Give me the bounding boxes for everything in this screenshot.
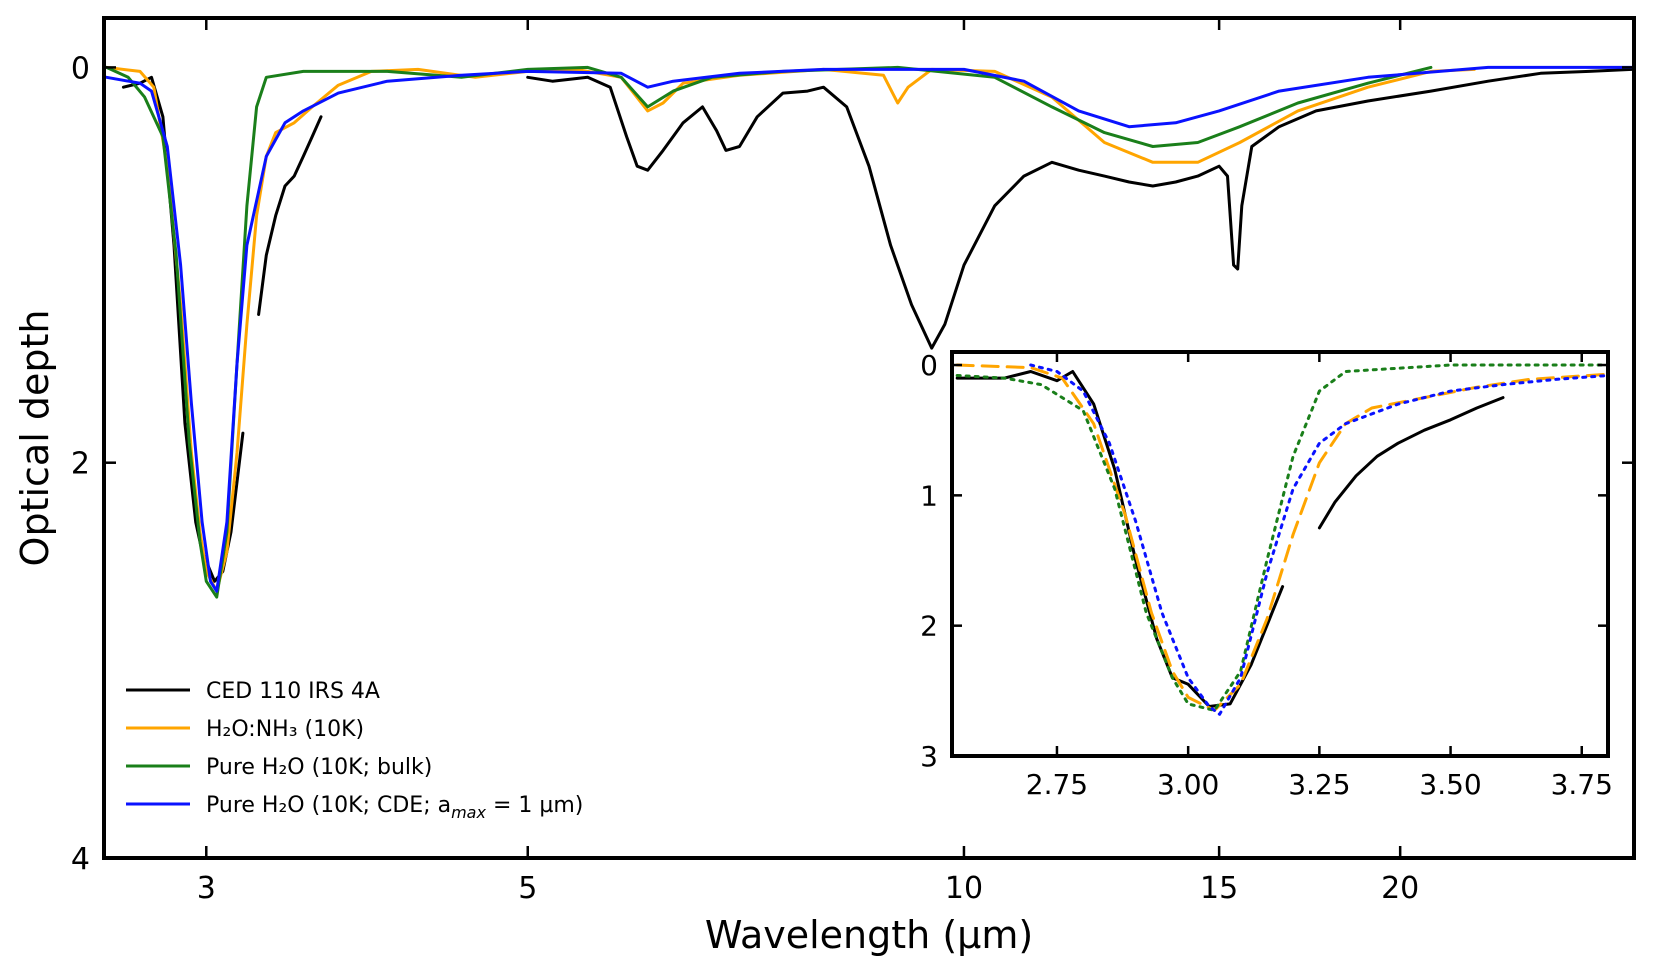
legend-label-obs: CED 110 IRS 4A [206, 679, 380, 704]
inset-background [952, 352, 1608, 756]
inset-x-tick-label: 2.75 [1026, 768, 1088, 801]
x-tick-label: 15 [1200, 871, 1238, 906]
main-plot-frame [102, 16, 1636, 860]
series-line-obs-segment-2 [257, 115, 323, 316]
x-tick-label: 10 [945, 871, 983, 906]
inset-series-line-obs-segment-2 [1317, 396, 1505, 530]
y-tick-label: 0 [71, 51, 90, 86]
inset-x-tick-label: 3.00 [1157, 768, 1219, 801]
inset-series-group [955, 363, 1610, 716]
inset-x-tick-label: 3.50 [1419, 768, 1481, 801]
series-line-cde-segment-1 [105, 65, 1636, 593]
inset-y-tick-label: 0 [920, 349, 938, 382]
inset-x-tick-label: 3.75 [1551, 768, 1613, 801]
x-tick-label: 5 [518, 871, 537, 906]
inset-series-line-bulk-segment-1 [955, 363, 1610, 712]
inset-axis-ticks: 2.75 3.00 3.25 3.50 3.75 0 1 2 3 [920, 349, 1613, 801]
inset-y-tick-label: 2 [920, 610, 938, 643]
inset-series-line-obs-segment-1 [955, 370, 1285, 708]
legend-label-bulk: Pure H₂O (10K; bulk) [206, 755, 432, 780]
inset-plot-frame [950, 350, 1610, 758]
inset-y-tick-label: 1 [920, 479, 938, 512]
x-tick-label: 20 [1381, 871, 1419, 906]
legend-label-nh3: H₂O:NH₃ (10K) [206, 717, 364, 742]
inset-x-tick-label: 3.25 [1288, 768, 1350, 801]
inset-series-line-cde-segment-1 [1029, 363, 1610, 716]
inset-plot: 2.75 3.00 3.25 3.50 3.75 0 1 2 3 [920, 349, 1613, 801]
legend-label-cde: Pure H₂O (10K; CDE; amax = 1 µm) [206, 793, 583, 822]
legend: CED 110 IRS 4A H₂O:NH₃ (10K) Pure H₂O (10K… [126, 679, 583, 822]
x-tick-label: 3 [197, 871, 216, 906]
y-tick-label: 4 [71, 842, 90, 877]
main-series-group [105, 65, 1636, 599]
y-tick-label: 2 [71, 447, 90, 482]
inset-y-tick-label: 3 [920, 740, 938, 773]
series-line-obs-segment-3 [526, 67, 1634, 350]
y-axis-title: Optical depth [13, 310, 57, 567]
x-axis-title: Wavelength (µm) [705, 913, 1033, 957]
